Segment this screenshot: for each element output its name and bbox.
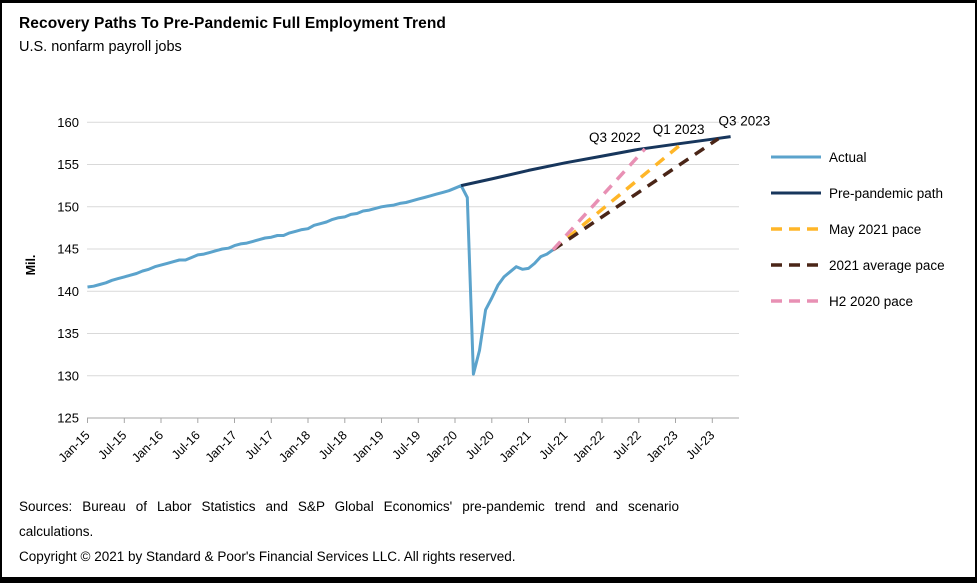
legend-label: H2 2020 pace <box>829 293 914 309</box>
legend-label: Pre-pandemic path <box>829 185 944 201</box>
svg-text:Jan-23: Jan-23 <box>644 428 681 465</box>
legend-label: 2021 average pace <box>829 257 945 273</box>
svg-text:Jul-22: Jul-22 <box>610 428 644 462</box>
legend-item-pre-pandemic-path: Pre-pandemic path <box>770 175 970 211</box>
svg-text:Jul-19: Jul-19 <box>389 428 423 462</box>
legend-label: May 2021 pace <box>829 221 922 237</box>
svg-text:145: 145 <box>57 242 79 257</box>
svg-text:Q1 2023: Q1 2023 <box>653 122 705 137</box>
svg-text:Jul-21: Jul-21 <box>536 428 570 462</box>
svg-text:Jan-15: Jan-15 <box>56 428 93 465</box>
svg-text:Jul-23: Jul-23 <box>683 428 717 462</box>
svg-text:125: 125 <box>57 411 79 426</box>
svg-text:155: 155 <box>57 157 79 172</box>
svg-text:Jan-20: Jan-20 <box>423 428 460 465</box>
svg-text:Q3 2023: Q3 2023 <box>719 114 771 129</box>
sources-text: Sources: Bureau of Labor Statistics and … <box>19 499 679 539</box>
svg-text:Jan-16: Jan-16 <box>129 428 166 465</box>
svg-text:Jul-17: Jul-17 <box>242 428 276 462</box>
svg-text:Jul-16: Jul-16 <box>169 428 203 462</box>
legend-item-h2-2020-pace: H2 2020 pace <box>770 283 970 319</box>
copyright-text: Copyright © 2021 by Standard & Poor's Fi… <box>19 549 516 564</box>
legend-dash-may-2021-icon <box>771 227 821 231</box>
page-subtitle: U.S. nonfarm payroll jobs <box>19 39 182 55</box>
legend-item-actual: Actual <box>770 139 970 175</box>
legend-label: Actual <box>829 149 867 165</box>
svg-text:Jan-21: Jan-21 <box>497 428 534 465</box>
svg-text:Jul-15: Jul-15 <box>95 428 129 462</box>
svg-text:Jul-18: Jul-18 <box>316 428 350 462</box>
svg-text:Jan-19: Jan-19 <box>350 428 387 465</box>
svg-text:150: 150 <box>57 199 79 214</box>
page-title: Recovery Paths To Pre-Pandemic Full Empl… <box>19 15 446 32</box>
footer: Sources: Bureau of Labor Statistics and … <box>19 494 679 569</box>
svg-text:Q3 2022: Q3 2022 <box>589 130 641 145</box>
svg-text:130: 130 <box>57 368 79 383</box>
svg-text:Jan-22: Jan-22 <box>570 428 607 465</box>
legend-item-2021-average-pace: 2021 average pace <box>770 247 970 283</box>
svg-text:Jan-18: Jan-18 <box>276 428 313 465</box>
legend-dash-2021-average-icon <box>771 263 821 267</box>
legend-line-actual-icon <box>771 155 821 159</box>
svg-text:Jan-17: Jan-17 <box>203 428 240 465</box>
chart-legend: Actual Pre-pandemic path May 2021 pace 2… <box>770 139 970 319</box>
svg-text:Mil.: Mil. <box>24 255 38 276</box>
legend-dash-h2-2020-icon <box>771 299 821 303</box>
svg-text:135: 135 <box>57 326 79 341</box>
svg-text:Jul-20: Jul-20 <box>463 428 497 462</box>
svg-text:160: 160 <box>57 115 79 130</box>
legend-item-may-2021-pace: May 2021 pace <box>770 211 970 247</box>
legend-line-pre-pandemic-icon <box>771 191 821 195</box>
svg-text:140: 140 <box>57 284 79 299</box>
